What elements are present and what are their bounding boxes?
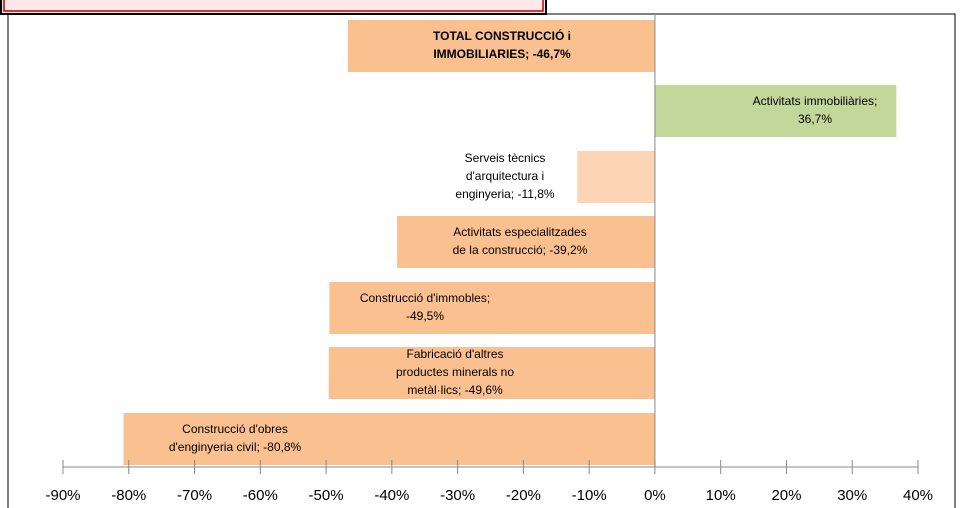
x-tick-label: -10% — [572, 487, 607, 504]
data-label: IMMOBILIARIES; -46,7% — [433, 47, 571, 61]
x-tick-label: -20% — [506, 487, 541, 504]
data-label: Fabricació d'altres — [407, 347, 504, 361]
data-label: Activitats immobiliàries; — [753, 94, 878, 108]
x-tick-label: 40% — [903, 487, 933, 504]
data-label: d'arquitectura i — [466, 169, 544, 183]
data-label: Serveis tècnics — [465, 151, 546, 165]
x-tick-label: -80% — [111, 487, 146, 504]
x-tick-label: -30% — [440, 487, 475, 504]
data-label: productes minerals no — [396, 365, 514, 379]
data-label: metàl·lics; -49,6% — [407, 383, 503, 397]
title-box-inner — [3, 0, 544, 12]
x-tick-label: -70% — [177, 487, 212, 504]
data-label: d'enginyeria civil; -80,8% — [169, 440, 302, 454]
title-box — [0, 0, 547, 15]
data-label: -49,5% — [406, 309, 444, 323]
bar — [577, 151, 655, 203]
data-label: 36,7% — [798, 112, 832, 126]
bar — [397, 216, 655, 268]
data-label: Construcció d'obres — [182, 422, 288, 436]
bar — [347, 20, 655, 72]
bar — [654, 85, 897, 137]
x-tick-label: -40% — [374, 487, 409, 504]
x-tick-label: 0% — [644, 487, 666, 504]
x-tick-label: 20% — [771, 487, 801, 504]
x-tick-label: -60% — [243, 487, 278, 504]
x-tick-label: 30% — [837, 487, 867, 504]
x-tick-label: 10% — [706, 487, 736, 504]
data-label: Activitats especialitzades — [453, 225, 586, 239]
data-label: enginyeria; -11,8% — [455, 187, 555, 201]
data-label: Construcció d'immobles; — [360, 291, 490, 305]
x-tick-label: -50% — [309, 487, 344, 504]
bar — [329, 282, 655, 334]
bar — [123, 413, 655, 465]
bar — [328, 347, 655, 399]
data-label: TOTAL CONSTRUCCIÓ i — [433, 28, 571, 43]
x-tick-label: -90% — [45, 487, 80, 504]
data-label: de la construcció; -39,2% — [453, 243, 588, 257]
